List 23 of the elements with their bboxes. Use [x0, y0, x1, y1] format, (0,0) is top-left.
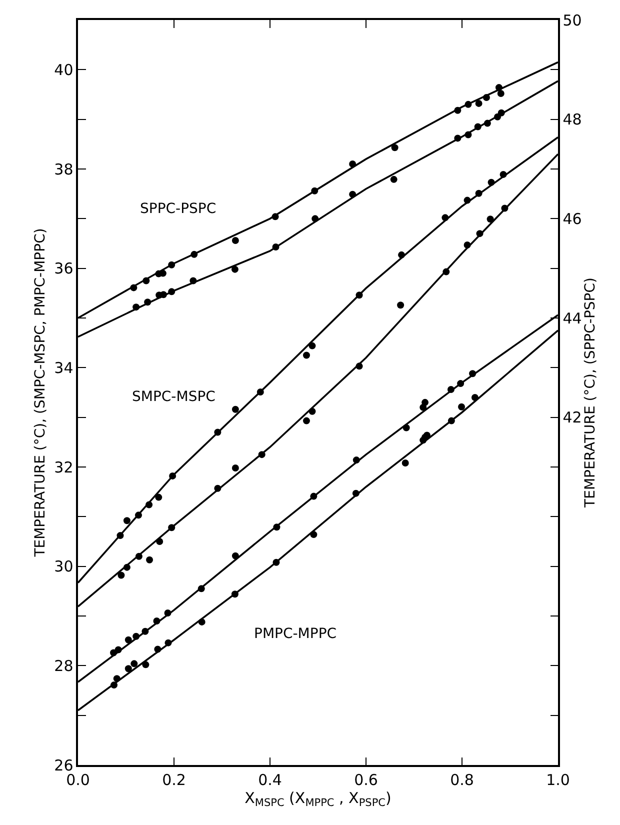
series-label: SMPC-MSPC	[132, 389, 216, 405]
x-tick-label: 1.0	[546, 770, 570, 789]
y2-tick-label: 42	[562, 408, 582, 427]
y2-tick-label: 50	[562, 11, 582, 30]
y-axis-title: TEMPERATURE (°C), (SMPC-MSPC, PMPC-MPPC)	[32, 228, 48, 558]
y-tick-label: 38	[54, 160, 74, 178]
y-tick-label: 32	[54, 458, 74, 476]
x-tick-label: 0.4	[258, 770, 282, 789]
y-tick-label: 34	[54, 358, 74, 377]
x-tick-label: 0.6	[354, 770, 378, 789]
y-tick-label: 40	[54, 60, 74, 79]
y2-tick-label: 48	[562, 110, 582, 129]
series-label: SPPC-PSPC	[140, 201, 216, 217]
y-tick-label: 28	[54, 656, 74, 675]
y-tick-label: 36	[54, 260, 74, 278]
x-tick-label: 0.8	[450, 770, 474, 789]
x-axis-title: X$_{MSPC}$ (X$_{MPPC}$ , X$_{PSPC}$)	[244, 788, 392, 809]
y2-tick-label: 46	[562, 210, 582, 228]
y2-axis-title: TEMPERATURE (°C), (SPPC-PSPC)	[582, 278, 599, 508]
text: PMPC-MPPC	[254, 626, 337, 642]
y2-tick-label: 44	[562, 309, 582, 328]
y-tick-label: 30	[54, 558, 74, 576]
x-tick-label: 0.2	[162, 770, 186, 789]
